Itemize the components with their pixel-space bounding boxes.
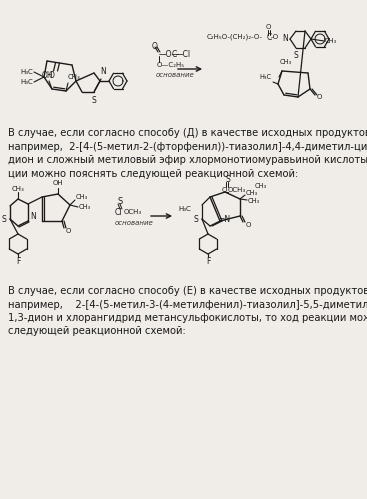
Text: основание: основание xyxy=(156,72,195,78)
Text: основание: основание xyxy=(115,220,154,226)
Text: OCH₃: OCH₃ xyxy=(124,209,142,215)
Text: 1,3-дион и хлорангидрид метансульфокислоты, то ход реакции можно пояснять: 1,3-дион и хлорангидрид метансульфокисло… xyxy=(8,313,367,323)
Text: O: O xyxy=(48,70,54,79)
Text: S: S xyxy=(92,96,97,105)
Text: H₃C: H₃C xyxy=(178,206,191,212)
Text: CH₃: CH₃ xyxy=(79,204,91,210)
Text: —O—: —O— xyxy=(159,49,180,58)
Text: CH₃: CH₃ xyxy=(255,183,267,189)
Text: например,  2-[4-(5-метил-2-(фторфенил))-тиазолил]-4,4-диметил-циклопентан-1,3-: например, 2-[4-(5-метил-2-(фторфенил))-т… xyxy=(8,142,367,152)
Text: S: S xyxy=(117,197,123,206)
Text: В случае, если согласно способу (Д) в качестве исходных продуктов применяют,: В случае, если согласно способу (Д) в ка… xyxy=(8,128,367,138)
Text: CH₃: CH₃ xyxy=(76,194,88,200)
Text: O: O xyxy=(265,24,271,30)
Text: C: C xyxy=(172,49,177,58)
Text: —Cl: —Cl xyxy=(176,49,191,58)
Text: CH₃: CH₃ xyxy=(68,74,81,80)
Text: CH₃: CH₃ xyxy=(246,190,258,196)
Text: S: S xyxy=(294,51,298,60)
Text: OCH₃: OCH₃ xyxy=(228,187,246,193)
Text: CH₃: CH₃ xyxy=(248,198,260,204)
Text: S: S xyxy=(193,215,198,224)
Text: O: O xyxy=(66,228,71,234)
Text: CH₃: CH₃ xyxy=(325,38,337,44)
Text: N: N xyxy=(30,212,36,221)
Text: O—C₂H₅: O—C₂H₅ xyxy=(157,62,185,68)
Text: например,    2-[4-(5-метил-3-(4-метилфенил)-тиазолил]-5,5-диметил-циклогексан-: например, 2-[4-(5-метил-3-(4-метилфенил)… xyxy=(8,299,367,309)
Text: CH₃: CH₃ xyxy=(280,59,292,65)
Text: ции можно пояснять следующей реакционной схемой:: ции можно пояснять следующей реакционной… xyxy=(8,169,298,179)
Text: CH₃: CH₃ xyxy=(12,186,24,192)
Text: F: F xyxy=(16,256,20,265)
Text: O: O xyxy=(152,41,158,50)
Text: F: F xyxy=(206,256,210,265)
Text: N: N xyxy=(282,33,288,42)
Text: S: S xyxy=(226,175,230,184)
Text: дион и сложный метиловый эфир хлормонотиомуравьиной кислоты, то ход реак-: дион и сложный метиловый эфир хлормоноти… xyxy=(8,155,367,165)
Text: N: N xyxy=(100,66,106,75)
Text: H₃C: H₃C xyxy=(260,74,272,80)
Text: S: S xyxy=(1,215,6,224)
Text: H₃C: H₃C xyxy=(20,69,33,75)
Text: следующей реакционной схемой:: следующей реакционной схемой: xyxy=(8,326,186,336)
Text: Cl: Cl xyxy=(115,208,123,217)
Text: =N: =N xyxy=(218,215,230,224)
Text: O: O xyxy=(317,94,322,100)
Text: OH: OH xyxy=(53,180,63,186)
Text: OH: OH xyxy=(41,70,53,79)
Text: C₂H₅O-(CH₂)₂-O-: C₂H₅O-(CH₂)₂-O- xyxy=(207,34,263,40)
Text: C: C xyxy=(267,32,272,41)
Text: В случае, если согласно способу (Е) в качестве исходных продуктов применяют,: В случае, если согласно способу (Е) в ка… xyxy=(8,286,367,296)
Text: -O: -O xyxy=(271,34,279,40)
Text: H₃C: H₃C xyxy=(20,79,33,85)
Text: O: O xyxy=(246,222,251,228)
Text: O: O xyxy=(222,187,228,193)
